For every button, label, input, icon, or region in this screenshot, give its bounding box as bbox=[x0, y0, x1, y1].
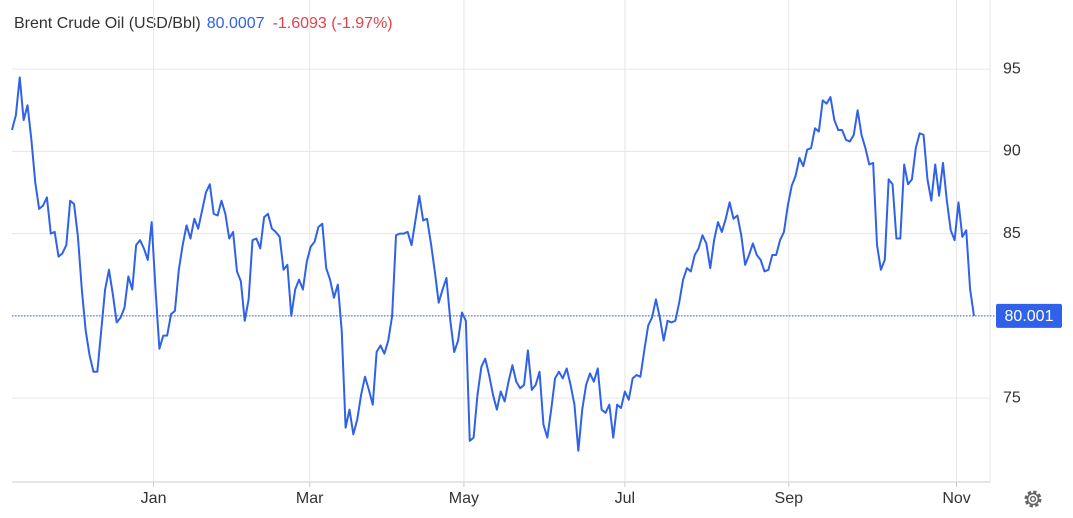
price-line bbox=[11, 76, 975, 452]
x-tick-label: Mar bbox=[296, 490, 324, 507]
x-tick-label: Jan bbox=[141, 490, 167, 507]
price-change: -1.6093 (-1.97%) bbox=[273, 15, 393, 32]
instrument-name: Brent Crude Oil (USD/Bbl) bbox=[14, 15, 201, 32]
x-tick-label: Sep bbox=[775, 490, 804, 507]
y-tick-label: 75 bbox=[1003, 389, 1021, 406]
x-tick-label: May bbox=[449, 490, 479, 507]
y-tick-label: 85 bbox=[1003, 225, 1021, 242]
last-price-label: 80.001 bbox=[1005, 308, 1054, 325]
x-tick-label: Nov bbox=[942, 490, 970, 507]
price: 80.0007 bbox=[207, 15, 265, 32]
y-tick-label: 90 bbox=[1003, 143, 1021, 160]
settings-button[interactable] bbox=[1024, 490, 1042, 508]
x-tick-label: Jul bbox=[615, 490, 635, 507]
last-price-badge bbox=[996, 303, 1062, 328]
y-tick-label: 95 bbox=[1003, 60, 1021, 77]
